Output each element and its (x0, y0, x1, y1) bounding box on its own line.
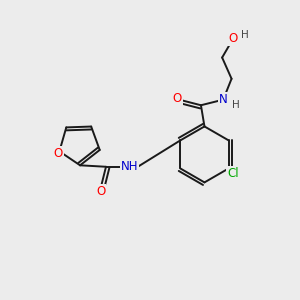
Text: O: O (173, 92, 182, 105)
Text: H: H (241, 30, 249, 40)
Text: O: O (53, 147, 63, 160)
Text: N: N (219, 93, 228, 106)
Text: H: H (232, 100, 239, 110)
Text: Cl: Cl (227, 167, 239, 180)
Text: O: O (228, 32, 238, 46)
Text: NH: NH (121, 160, 138, 173)
Text: O: O (96, 185, 105, 198)
